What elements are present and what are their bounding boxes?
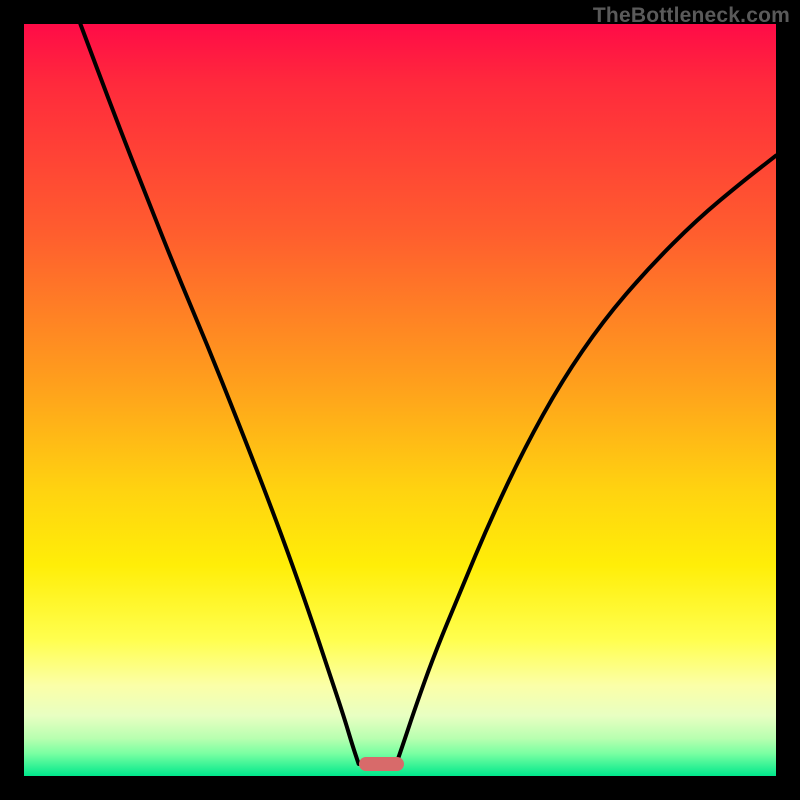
bottleneck-curve bbox=[24, 24, 776, 776]
chart-canvas: TheBottleneck.com bbox=[0, 0, 800, 800]
bottleneck-marker bbox=[359, 757, 404, 771]
watermark-text: TheBottleneck.com bbox=[593, 4, 790, 28]
left-curve bbox=[80, 24, 358, 764]
right-curve bbox=[396, 156, 776, 764]
plot-area bbox=[24, 24, 776, 776]
